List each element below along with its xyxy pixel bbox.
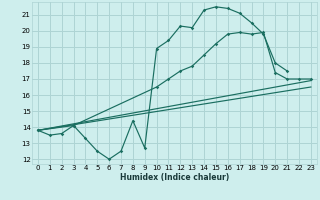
- X-axis label: Humidex (Indice chaleur): Humidex (Indice chaleur): [120, 173, 229, 182]
